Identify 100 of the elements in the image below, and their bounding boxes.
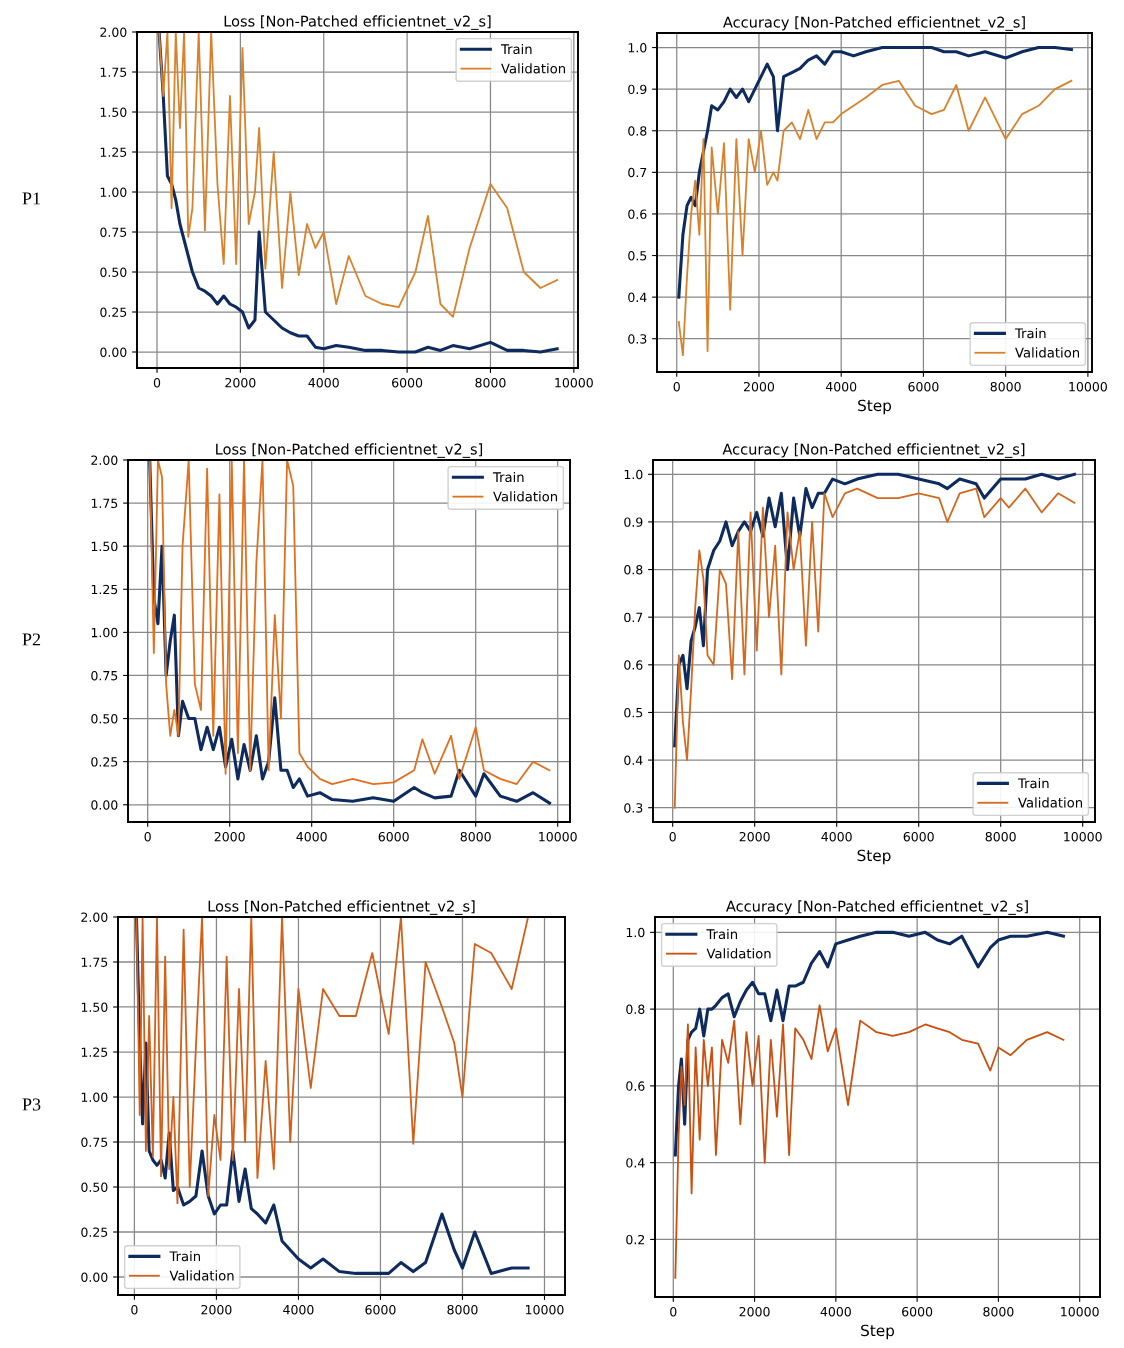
y-tick-label: 1.75: [100, 67, 127, 77]
x-tick-label: 6000: [903, 831, 934, 842]
text: P1: [22, 192, 40, 205]
x-tick-label: 6000: [908, 381, 939, 392]
chart-title: Loss [Non-Patched efficientnet_v2_s]: [224, 15, 491, 30]
legend-label: Validation: [169, 1270, 234, 1281]
legend-label: Validation: [501, 63, 566, 74]
chart-title: Loss [Non-Patched efficientnet_v2_s]: [216, 443, 483, 458]
x-axis-title: Step: [861, 1324, 895, 1340]
y-tick-label: 0.5: [628, 251, 647, 261]
y-tick-label: 2.00: [81, 912, 108, 922]
legend-label: Train: [500, 43, 532, 55]
x-tick-label: 6000: [378, 831, 409, 842]
y-tick-label: 1.25: [91, 584, 118, 595]
x-tick-label: 4000: [308, 377, 339, 388]
line-series: [674, 1004, 1065, 1279]
y-tick-label: 1.25: [81, 1047, 108, 1057]
x-tick-label: 4000: [821, 831, 852, 842]
y-tick-label: 0.8: [626, 1004, 645, 1015]
y-tick-label: 1.0: [624, 469, 643, 480]
y-tick-label: 1.0: [626, 927, 645, 938]
y-tick-label: 0.25: [91, 757, 118, 767]
x-tick-label: 0: [673, 381, 680, 392]
x-tick-label: 8000: [447, 1304, 478, 1315]
y-tick-label: 0.6: [624, 660, 643, 670]
y-tick-label: 0.25: [81, 1227, 108, 1237]
y-tick-label: 2.00: [100, 27, 127, 37]
line-series: [673, 930, 1065, 1157]
x-tick-label: 10000: [1064, 831, 1102, 842]
x-tick-label: 4000: [820, 1306, 851, 1317]
x-tick-label: 10000: [539, 831, 577, 842]
x-tick-label: 0: [669, 831, 676, 842]
x-tick-label: 2000: [743, 381, 775, 392]
text: P2: [22, 633, 41, 646]
y-tick-label: 1.25: [100, 147, 127, 157]
x-axis-title: Step: [858, 399, 892, 415]
y-tick-label: 0.2: [626, 1234, 645, 1245]
x-axis-title: Step: [857, 849, 891, 865]
y-tick-label: 0.8: [628, 126, 647, 136]
x-tick-label: 0: [144, 831, 151, 842]
line-series: [677, 46, 1073, 299]
x-tick-label: 2000: [201, 1304, 232, 1315]
y-tick-label: 0.8: [624, 565, 643, 575]
x-tick-label: 2000: [739, 1306, 770, 1317]
y-tick-label: 1.50: [81, 1002, 108, 1012]
y-tick-label: 2.00: [91, 455, 118, 465]
x-tick-label: 10000: [555, 377, 593, 388]
line-series: [135, 917, 529, 1205]
y-tick-label: 1.0: [628, 43, 647, 53]
legend-label: Train: [706, 928, 737, 940]
y-tick-label: 0.5: [624, 707, 643, 718]
x-tick-label: 0: [670, 1306, 677, 1317]
y-tick-label: 0.7: [624, 612, 643, 623]
x-tick-label: 8000: [983, 1306, 1014, 1317]
x-tick-label: 10000: [1061, 1306, 1099, 1317]
y-tick-label: 0.00: [91, 800, 118, 810]
y-tick-label: 1.00: [91, 627, 118, 638]
y-tick-label: 0.00: [81, 1272, 108, 1282]
chart-title: Accuracy [Non-Patched efficientnet_v2_s]: [723, 16, 1025, 31]
x-tick-label: 2000: [225, 377, 256, 388]
y-tick-label: 0.3: [628, 334, 647, 344]
legend-label: Train: [169, 1250, 200, 1262]
legend-label: Train: [1014, 327, 1046, 339]
y-tick-label: 0.75: [81, 1137, 108, 1147]
x-tick-label: 8000: [985, 831, 1016, 842]
legend-label: Validation: [493, 491, 558, 502]
y-tick-label: 0.6: [626, 1081, 645, 1091]
y-tick-label: 0.50: [81, 1182, 108, 1192]
y-tick-label: 0.00: [100, 347, 127, 357]
legend-label: Train: [1017, 777, 1049, 789]
x-tick-label: 2000: [739, 831, 770, 842]
y-tick-label: 0.4: [628, 292, 647, 303]
y-tick-label: 0.50: [91, 714, 118, 724]
x-tick-label: 0: [131, 1304, 138, 1315]
x-tick-label: 8000: [475, 377, 506, 388]
chart-title: Loss [Non-Patched efficientnet_v2_s]: [208, 900, 475, 915]
y-tick-label: 0.75: [100, 227, 127, 237]
y-tick-label: 0.25: [100, 307, 127, 317]
chart-title: Accuracy [Non-Patched efficientnet_v2_s]: [722, 443, 1025, 458]
x-tick-label: 6000: [902, 1306, 933, 1317]
y-tick-label: 0.6: [628, 209, 647, 219]
y-tick-label: 0.3: [624, 803, 643, 813]
y-tick-label: 0.9: [628, 84, 647, 95]
y-tick-label: 1.50: [91, 541, 118, 552]
legend-label: Validation: [706, 948, 771, 959]
x-tick-label: 10000: [525, 1304, 564, 1315]
y-tick-label: 1.00: [100, 187, 127, 197]
text: P3: [22, 1098, 41, 1111]
y-tick-label: 1.00: [81, 1092, 108, 1102]
x-tick-label: 10000: [1069, 381, 1107, 392]
x-tick-label: 6000: [392, 377, 423, 388]
y-tick-label: 1.75: [81, 957, 108, 967]
x-tick-label: 4000: [296, 831, 327, 842]
x-tick-label: 8000: [460, 831, 491, 842]
y-tick-label: 1.50: [100, 107, 127, 117]
y-tick-label: 0.4: [626, 1158, 645, 1168]
legend-label: Train: [492, 471, 524, 483]
x-tick-label: 8000: [990, 381, 1021, 392]
x-tick-label: 0: [153, 377, 161, 388]
x-tick-label: 4000: [825, 381, 857, 392]
